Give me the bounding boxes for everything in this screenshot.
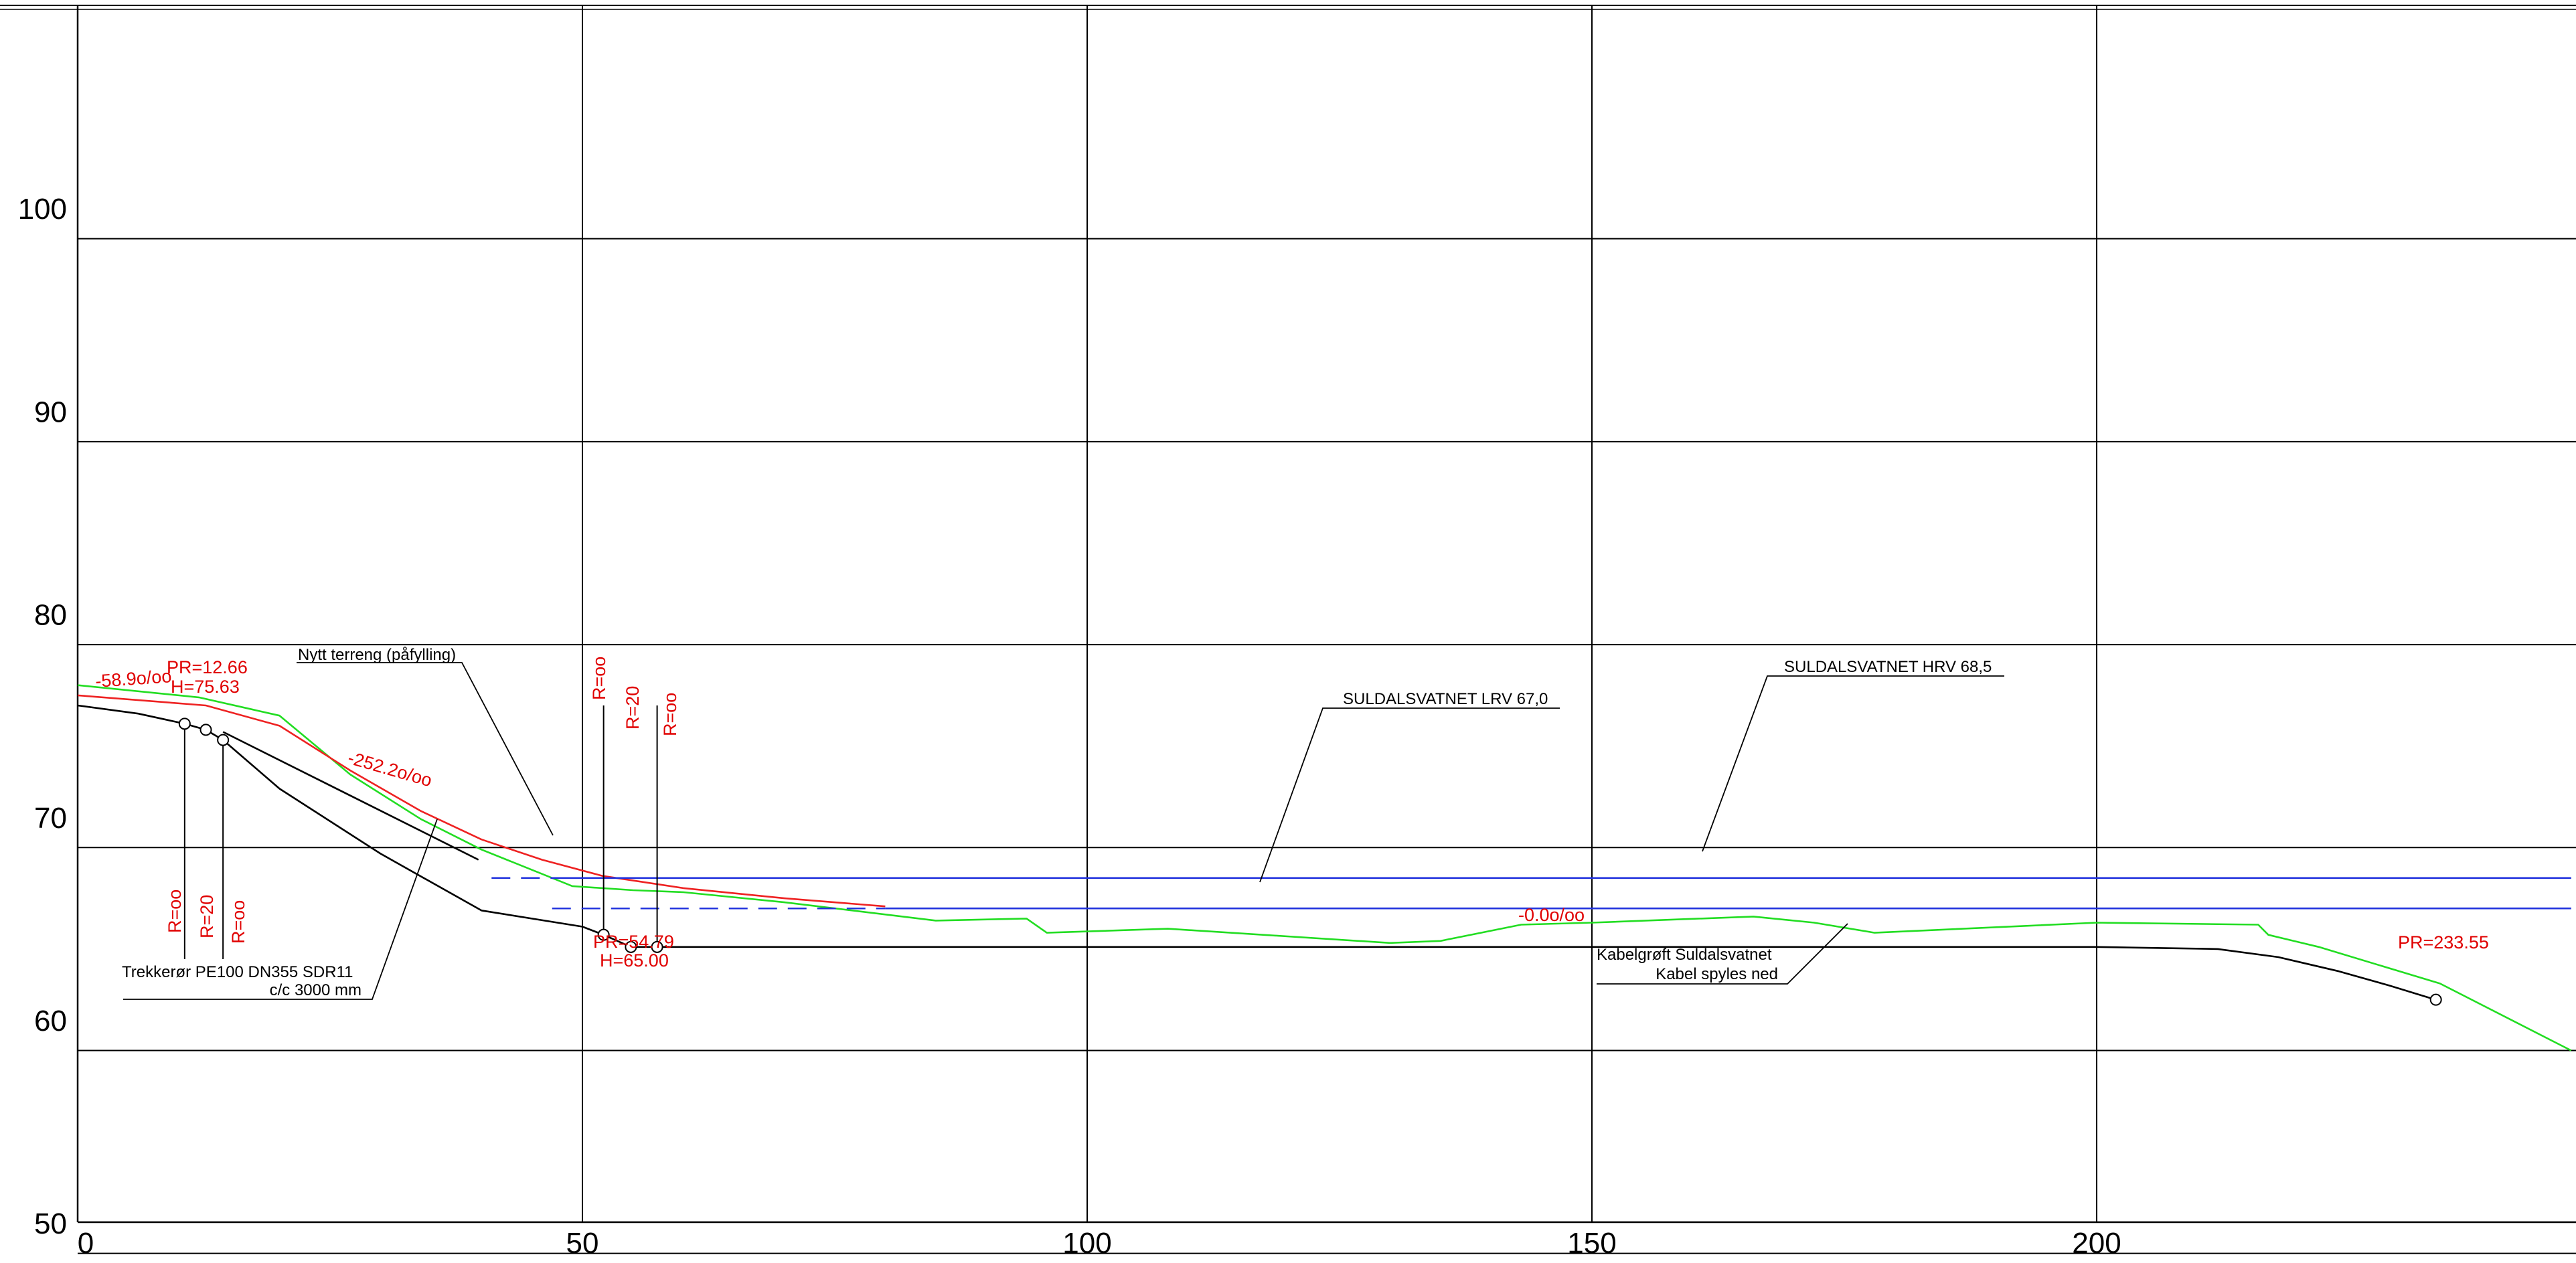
x-tick-label: 200 bbox=[2072, 1227, 2121, 1260]
y-tick-label: 80 bbox=[34, 599, 67, 632]
y-tick-label: 70 bbox=[34, 802, 67, 835]
curve-point-marker bbox=[178, 718, 191, 730]
r-oo-label-3: R=oo bbox=[589, 657, 609, 700]
curve-point-markers bbox=[178, 718, 2442, 1006]
series-line-terrain bbox=[77, 684, 2572, 1051]
curve-point-marker bbox=[625, 940, 637, 953]
leader-hrv bbox=[1702, 675, 2004, 852]
leader-lines bbox=[123, 662, 2004, 1000]
annotations: PR=12.66 -58.9o/oo H=75.63 -252.2o/oo R=… bbox=[94, 646, 2489, 999]
series-line-new-terrain bbox=[77, 694, 886, 908]
pipe-label-line2: c/c 3000 mm bbox=[270, 981, 361, 999]
y-tick-label: 90 bbox=[34, 396, 67, 428]
pr-low-label: PR=54.79 bbox=[593, 932, 674, 952]
curve-point-marker bbox=[651, 940, 663, 953]
y-tick-label: 100 bbox=[18, 193, 67, 226]
curve-point-marker bbox=[199, 724, 212, 736]
grade-start-label: -58.9o/oo bbox=[94, 666, 172, 691]
grade-slope-label: -252.2o/oo bbox=[345, 748, 434, 790]
grid-lines bbox=[78, 5, 2576, 1254]
x-tick-label: 150 bbox=[1567, 1227, 1616, 1260]
leader-trench bbox=[1597, 923, 1848, 985]
leader-pipe bbox=[123, 819, 438, 1000]
h-start-label: H=75.63 bbox=[171, 677, 240, 697]
x-tick-label: 100 bbox=[1062, 1227, 1111, 1260]
curve-point-marker bbox=[597, 928, 610, 941]
pr-end-label: PR=233.55 bbox=[2398, 932, 2489, 952]
leader-lrv bbox=[1259, 707, 1560, 883]
r-oo-label-4: R=oo bbox=[660, 693, 680, 736]
curve-point-marker bbox=[2429, 993, 2442, 1006]
profile-lines bbox=[77, 684, 2572, 1051]
lrv-label: SULDALSVATNET LRV 67,0 bbox=[1343, 690, 1548, 708]
r-oo-label-2: R=oo bbox=[228, 900, 248, 944]
trench-label-line2: Kabel spyles ned bbox=[1656, 965, 1778, 983]
pipe-label-line1: Trekkerør PE100 DN355 SDR11 bbox=[122, 963, 353, 981]
series-line-pipe-profile bbox=[77, 704, 2437, 1001]
new-terrain-label: Nytt terreng (påfylling) bbox=[298, 646, 456, 664]
x-tick-label: 50 bbox=[566, 1227, 599, 1260]
drawing-frame bbox=[0, 5, 2576, 1224]
x-tick-label: 0 bbox=[78, 1227, 94, 1260]
r-oo-label-1: R=oo bbox=[165, 890, 185, 933]
h-low-label: H=65.00 bbox=[600, 950, 669, 971]
hrv-label: SULDALSVATNET HRV 68,5 bbox=[1784, 658, 1992, 676]
curve-point-marker bbox=[217, 734, 230, 746]
r-20-label-1: R=20 bbox=[197, 895, 217, 938]
grade-flat-label: -0.0o/oo bbox=[1518, 905, 1585, 925]
curve-point-verticals bbox=[183, 705, 658, 960]
axis-tick-labels: 50 60 70 80 90 100 0 50 100 150 200 bbox=[18, 193, 2121, 1260]
leader-new-terrain bbox=[297, 662, 554, 836]
series-line-pipe-upper-segment bbox=[222, 731, 479, 861]
trench-label-line1: Kabelgrøft Suldalsvatnet bbox=[1597, 946, 1772, 964]
r-20-label-2: R=20 bbox=[623, 686, 643, 730]
y-tick-label: 50 bbox=[34, 1207, 67, 1240]
y-tick-label: 60 bbox=[34, 1005, 67, 1037]
pr-start-label: PR=12.66 bbox=[167, 657, 248, 677]
